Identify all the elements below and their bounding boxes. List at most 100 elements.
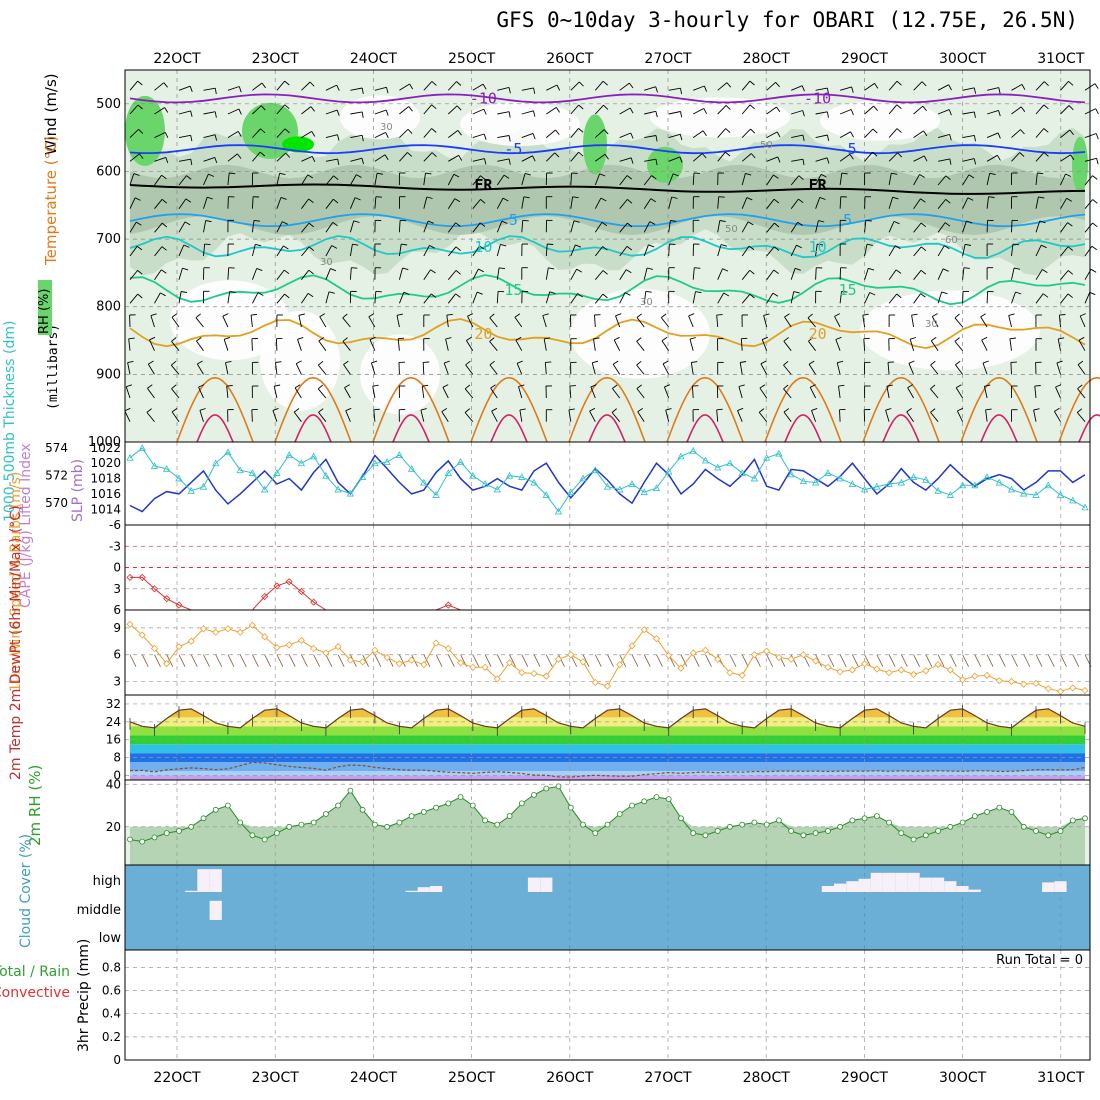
wind-barb-flag	[1065, 173, 1072, 177]
wind-barb-flag	[1058, 337, 1065, 340]
wind-barb-flag	[808, 360, 815, 365]
thickness-point	[958, 481, 967, 489]
wind-barb-10m	[852, 654, 859, 667]
isotherm-line-30	[490, 414, 528, 443]
wind-barb	[276, 269, 285, 280]
wind-speed-point	[995, 677, 1003, 685]
wind-speed-point	[187, 637, 195, 645]
isotherm-line-25	[764, 376, 842, 443]
wind-barb-flag	[251, 313, 258, 316]
y-tick-label: 0.8	[102, 960, 121, 974]
wind-barb-flag	[165, 157, 169, 164]
isotherm-line-30	[196, 414, 234, 443]
wind-barb	[619, 292, 626, 304]
cloud-background	[125, 865, 1090, 950]
isotherm-label: -10	[470, 89, 497, 107]
wind-barb	[689, 338, 694, 351]
wind-speed-point	[665, 652, 673, 660]
wind-barb	[154, 246, 163, 257]
wind-speed-point	[848, 666, 856, 674]
wind-barb	[423, 269, 431, 280]
wind-barb	[662, 363, 670, 375]
x-tick-label-bottom: 26OCT	[546, 1070, 594, 1086]
dry-pocket	[650, 97, 790, 138]
wind-barb	[937, 245, 945, 257]
wind-barb-flag	[872, 128, 878, 134]
wind-barb	[1060, 81, 1069, 91]
wind-barb	[766, 156, 778, 162]
wind-barb	[276, 197, 282, 209]
wind-barb-flag	[331, 245, 338, 249]
wind-barb-flag	[576, 268, 583, 273]
lifted-index-point	[297, 588, 305, 596]
wind-barb-flag	[456, 81, 462, 86]
wind-barb	[170, 364, 180, 375]
wind-barb-flag	[297, 336, 304, 340]
isotherm-line-25	[470, 376, 548, 443]
wind-barb	[766, 222, 775, 233]
wind-barb	[839, 409, 841, 422]
isotherm-label: 15	[839, 281, 857, 299]
wind-barb-flag	[630, 132, 634, 139]
rh-point	[371, 821, 378, 828]
wind-barb	[570, 293, 578, 304]
wind-barb	[464, 412, 474, 422]
wind-barb	[350, 157, 363, 162]
wind-barb-flag	[444, 360, 450, 364]
wind-barb-flag	[260, 128, 266, 134]
wind-barb-flag	[427, 220, 434, 224]
wind-barb-flag	[429, 245, 435, 249]
wind-barb-flag	[630, 157, 634, 164]
wind-barb	[325, 291, 330, 304]
wind-barb	[836, 362, 841, 375]
wind-barb-10m	[496, 654, 504, 667]
wind-barb	[178, 198, 187, 209]
rh-point	[678, 815, 684, 822]
thickness-point	[726, 459, 734, 467]
wind-barb	[276, 173, 281, 186]
wind-barb	[496, 221, 503, 233]
wind-barb	[489, 341, 498, 351]
wind-barb-flag	[966, 220, 973, 224]
wind-barb	[668, 173, 674, 186]
wind-barb-flag	[1059, 314, 1066, 316]
temp-line	[129, 708, 1086, 729]
rh-point	[359, 806, 366, 813]
wind-barb-10m	[313, 654, 321, 667]
temperature-axis-label: Temperature (°C)	[42, 136, 60, 266]
wind-barb-flag	[612, 384, 618, 389]
wind-barb	[815, 157, 828, 162]
wind-barb-flag	[649, 221, 656, 225]
rh-point	[420, 809, 427, 815]
rh-point	[910, 836, 917, 843]
wind-barb	[489, 364, 498, 375]
wind-barb	[521, 87, 534, 91]
wind-barb	[954, 341, 963, 351]
thickness-point	[432, 491, 440, 498]
wind-barb-flag	[702, 130, 707, 137]
wind-barb	[199, 410, 204, 422]
wind-barb	[913, 105, 923, 115]
wind-barb	[717, 268, 723, 280]
wind-barb	[1060, 154, 1071, 162]
wind-barb-flag	[344, 384, 350, 388]
thickness-point	[689, 447, 697, 454]
wind-barb	[251, 338, 253, 351]
wind-barb	[834, 316, 841, 328]
wind-barb	[760, 363, 768, 375]
wind-barb-10m	[643, 654, 651, 667]
wind-barb-flag	[548, 267, 555, 270]
wind-barb-flag	[655, 159, 658, 166]
wind-barb-10m	[998, 654, 1006, 667]
wind-barb-flag	[930, 408, 936, 413]
rh-contour-label: 30	[640, 297, 653, 308]
wind-barb-flag	[592, 360, 599, 364]
thickness-point	[542, 491, 550, 498]
wind-barb-flag	[636, 384, 642, 389]
wind-barb-flag	[222, 313, 229, 317]
wind-barb	[150, 315, 155, 328]
wind-barb-flag	[590, 384, 597, 388]
wind-barb-flag	[920, 198, 926, 203]
wind-barb-flag	[650, 198, 657, 203]
wind-barb	[154, 131, 166, 139]
